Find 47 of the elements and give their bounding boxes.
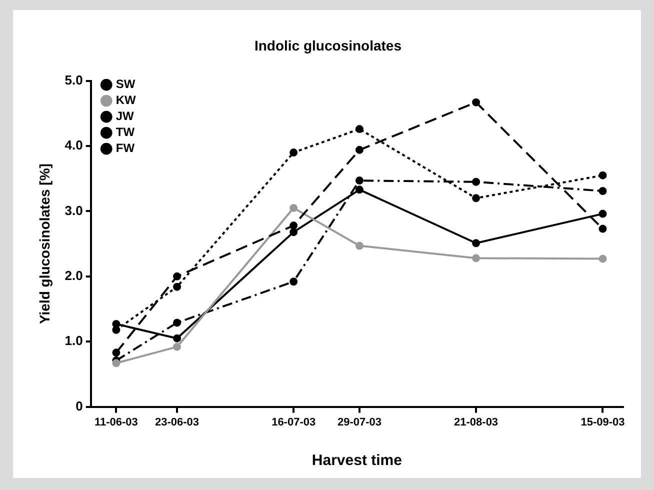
y-tick-label: 2.0 <box>64 268 83 283</box>
x-tick-label: 11-06-03 <box>94 416 138 428</box>
y-axis-title: Yield glucosinolates [%] <box>36 164 52 324</box>
y-tick-label: 5.0 <box>64 72 83 88</box>
x-axis-title: Harvest time <box>312 452 402 470</box>
point <box>598 224 607 233</box>
point <box>355 186 364 194</box>
y-tick-label: 0 <box>76 398 83 414</box>
point <box>598 171 607 180</box>
point <box>355 176 364 185</box>
x-tick-label: 15-09-03 <box>580 416 625 428</box>
point <box>173 272 182 280</box>
legend-label: TW <box>116 125 136 140</box>
legend-label: KW <box>116 93 137 108</box>
legend-label: FW <box>116 141 136 156</box>
y-tick-label: 3.0 <box>64 202 83 218</box>
point <box>472 239 480 248</box>
point <box>355 146 364 154</box>
x-tick-label: 23-06-03 <box>155 416 200 428</box>
point <box>173 342 182 351</box>
point <box>598 186 607 195</box>
y-tick-label: 1.0 <box>64 333 83 348</box>
point <box>472 254 480 262</box>
point <box>290 278 298 286</box>
point <box>290 228 298 236</box>
point <box>290 148 298 157</box>
point <box>472 98 480 106</box>
point <box>598 254 607 263</box>
chart-title: Indolic glucosinolates <box>254 37 402 54</box>
point <box>355 242 364 250</box>
point <box>112 359 120 368</box>
x-tick-label: 29-07-03 <box>337 416 382 428</box>
point <box>290 222 298 230</box>
point <box>355 125 364 134</box>
point <box>472 194 480 202</box>
point <box>112 348 120 357</box>
point <box>598 210 607 218</box>
x-tick-label: 21-08-03 <box>454 416 498 428</box>
legend-label: JW <box>116 109 135 124</box>
x-tick-label: 16-07-03 <box>272 416 316 428</box>
point <box>472 178 480 186</box>
point <box>290 204 298 212</box>
y-tick-label: 4.0 <box>64 138 83 153</box>
point <box>173 318 182 327</box>
point <box>173 282 182 291</box>
legend-label: SW <box>116 77 136 92</box>
point <box>173 334 182 342</box>
